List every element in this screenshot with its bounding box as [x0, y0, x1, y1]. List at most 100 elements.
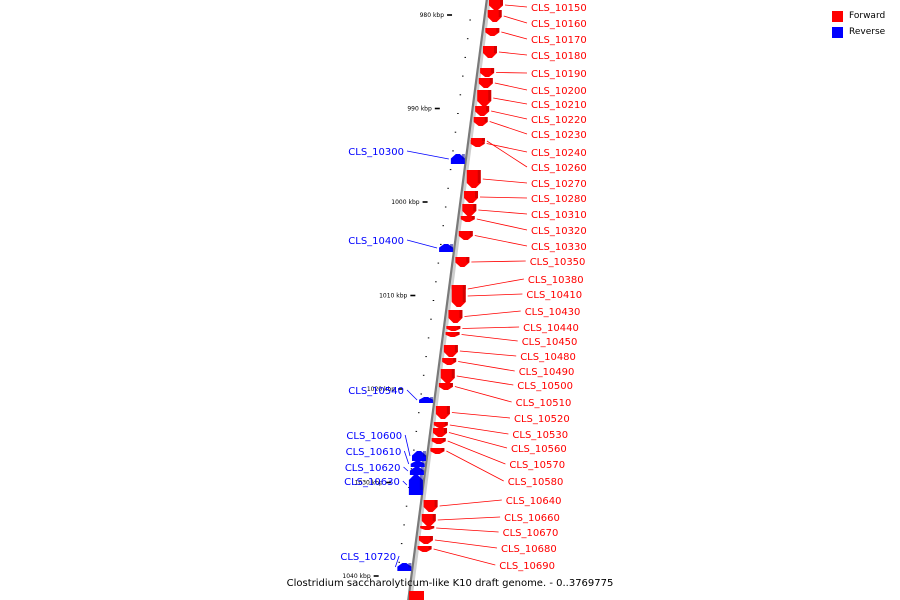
gene-feature-shade	[471, 216, 475, 220]
gene-leader-line	[462, 326, 520, 329]
gene-label[interactable]: CLS_10620	[345, 463, 401, 474]
gene-label[interactable]: CLS_10300	[348, 147, 404, 158]
gene-label[interactable]: CLS_10180	[531, 51, 587, 62]
gene-label[interactable]: CLS_10530	[512, 430, 568, 441]
scale-tick-label: 990 kbp	[407, 106, 432, 113]
gene-leader-line	[439, 499, 502, 507]
gene-label[interactable]: CLS_10240	[531, 148, 587, 159]
gene-label[interactable]: CLS_10630	[344, 477, 400, 488]
gene-feature-shade	[423, 451, 427, 457]
gene-label[interactable]: CLS_10480	[520, 352, 576, 363]
scale-tick-label: 1020 kbp	[367, 386, 395, 393]
gene-label[interactable]: CLS_10210	[531, 100, 587, 111]
gene-label[interactable]: CLS_10450	[522, 337, 578, 348]
gene-feature-shade	[481, 138, 485, 142]
gene-feature-shade	[454, 345, 458, 352]
gene-leader-line	[467, 278, 524, 290]
gene-feature	[433, 422, 448, 428]
leader-line-group	[394, 4, 528, 568]
gene-leader-line	[459, 350, 517, 357]
gene-label[interactable]: CLS_10320	[531, 226, 587, 237]
gene-leader-line	[478, 209, 528, 215]
gene-feature-shade	[489, 78, 493, 84]
gene-label[interactable]: CLS_10400	[348, 236, 404, 247]
gene-feature	[450, 154, 465, 164]
gene-leader-line	[406, 389, 418, 401]
gene-label[interactable]: CLS_10350	[530, 257, 586, 268]
gene-label[interactable]: CLS_10410	[526, 290, 582, 301]
gene-label[interactable]: CLS_10600	[346, 431, 402, 442]
minor-tick-group	[398, 19, 471, 563]
gene-feature	[419, 397, 434, 403]
gene-label[interactable]: CLS_10170	[531, 35, 587, 46]
gene-feature-shade	[421, 461, 425, 465]
gene-label[interactable]: CLS_10380	[528, 275, 584, 286]
gene-leader-line	[503, 15, 528, 24]
gene-label[interactable]: CLS_10580	[508, 477, 564, 488]
gene-label[interactable]: CLS_10230	[531, 130, 587, 141]
gene-label[interactable]: CLS_10270	[531, 179, 587, 190]
gene-feature	[443, 345, 458, 357]
gene-label[interactable]: CLS_10200	[531, 86, 587, 97]
gene-feature-shade	[500, 0, 503, 6]
gene-label[interactable]: CLS_10490	[519, 367, 575, 378]
gene-label[interactable]: CLS_10670	[503, 528, 559, 539]
gene-feature	[455, 257, 470, 267]
gene-leader-line	[406, 150, 449, 160]
gene-feature	[489, 0, 503, 10]
gene-label[interactable]: CLS_10510	[516, 398, 572, 409]
gene-leader-line	[496, 72, 528, 74]
scale-tick-label: 1030 kbp	[355, 480, 383, 487]
gene-leader-line	[491, 110, 528, 120]
gene-leader-line	[433, 548, 496, 566]
gene-label[interactable]: CLS_10150	[531, 3, 587, 14]
gene-feature-shade	[419, 475, 423, 490]
gene-feature	[473, 117, 488, 126]
gene-label[interactable]: CLS_10330	[531, 242, 587, 253]
gene-label[interactable]: CLS_10260	[531, 163, 587, 174]
gene-feature-shade	[434, 500, 438, 507]
gene-leader-line	[434, 539, 498, 549]
gene-feature	[446, 326, 461, 331]
gene-feature-shade	[450, 244, 454, 249]
gene-feature-shade	[466, 257, 470, 263]
gene-label[interactable]: CLS_10190	[531, 69, 587, 80]
gene-feature-shade	[408, 563, 412, 568]
gene-feature-shade	[491, 68, 495, 73]
gene-label[interactable]: CLS_10280	[531, 194, 587, 205]
gene-label[interactable]: CLS_10220	[531, 115, 587, 126]
gene-label[interactable]: CLS_10570	[509, 460, 565, 471]
gene-feature	[466, 170, 481, 188]
gene-label[interactable]: CLS_10610	[346, 447, 402, 458]
gene-leader-line	[404, 434, 411, 457]
gene-label[interactable]: CLS_10500	[517, 381, 573, 392]
gene-feature	[475, 106, 490, 116]
gene-feature	[445, 332, 460, 337]
gene-feature	[423, 500, 438, 512]
gene-label[interactable]: CLS_10720	[340, 552, 396, 563]
gene-label[interactable]: CLS_10520	[514, 414, 570, 425]
gene-feature	[409, 467, 424, 475]
gene-label[interactable]: CLS_10430	[525, 307, 581, 318]
genome-backbone	[407, 0, 488, 600]
gene-label[interactable]: CLS_10540	[348, 386, 404, 397]
gene-leader-line	[449, 424, 509, 435]
gene-feature	[487, 10, 502, 22]
gene-label[interactable]: CLS_10440	[523, 323, 579, 334]
gene-label[interactable]: CLS_10660	[504, 513, 560, 524]
gene-label[interactable]: CLS_10680	[501, 544, 557, 555]
gene-label[interactable]: CLS_10310	[531, 210, 587, 221]
gene-leader-line	[451, 412, 511, 419]
gene-leader-line	[489, 121, 528, 135]
gene-leader-line	[446, 450, 504, 482]
gene-label[interactable]: CLS_10160	[531, 19, 587, 30]
gene-feature	[418, 536, 433, 544]
gene-feature-shade	[461, 154, 465, 160]
gene-leader-line	[504, 4, 528, 8]
gene-feature	[448, 310, 463, 323]
gene-label[interactable]: CLS_10640	[506, 496, 562, 507]
gene-leader-line	[406, 239, 438, 249]
gene-label[interactable]: CLS_10690	[499, 561, 555, 572]
gene-feature	[412, 451, 427, 461]
gene-label[interactable]: CLS_10560	[511, 444, 567, 455]
